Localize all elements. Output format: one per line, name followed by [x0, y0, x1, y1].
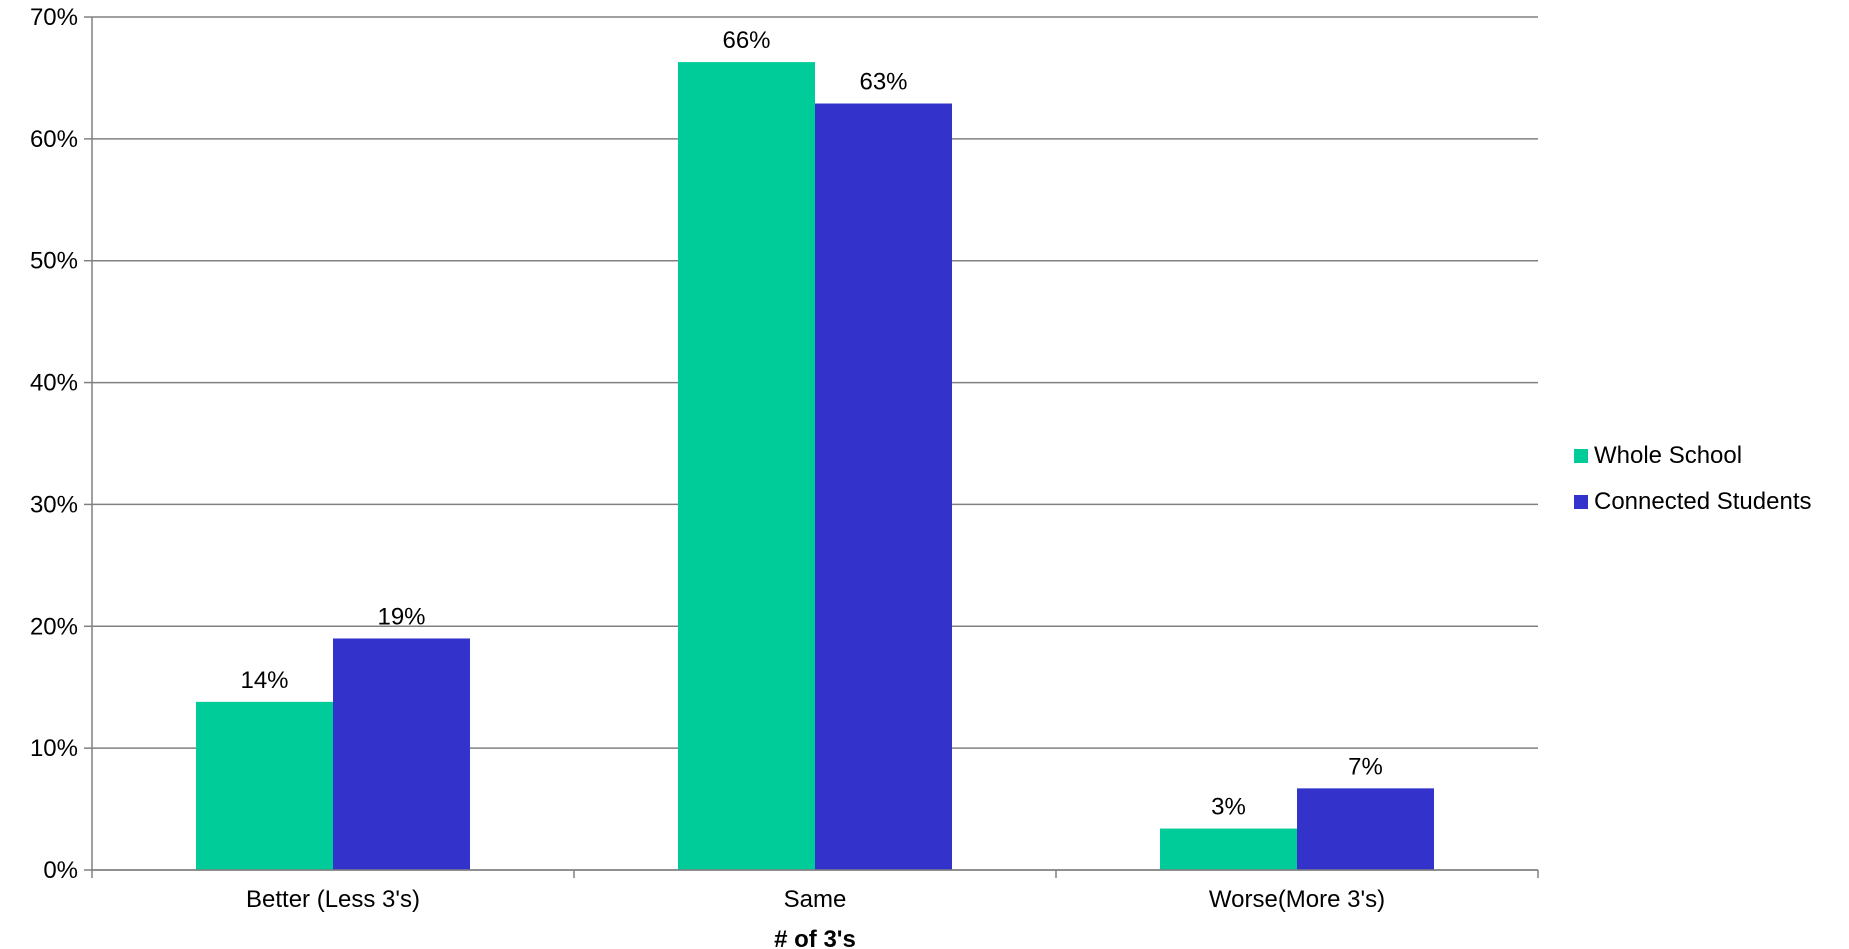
y-tick-label: 40%: [30, 370, 78, 397]
y-tick-label: 20%: [30, 613, 78, 640]
legend-swatch: [1574, 495, 1588, 509]
y-tick-label: 70%: [30, 4, 78, 31]
y-tick-label: 0%: [43, 857, 78, 884]
y-tick-label: 50%: [30, 248, 78, 275]
legend-label: Connected Students: [1594, 488, 1812, 515]
legend-label: Whole School: [1594, 442, 1742, 469]
legend: Whole School Connected Students: [1574, 442, 1812, 515]
y-tick-label: 10%: [30, 735, 78, 762]
axes: [84, 16, 1539, 878]
category-label: Worse(More 3's): [1209, 886, 1385, 913]
data-label: 66%: [722, 27, 770, 54]
bar-whole-school: [678, 62, 815, 870]
bar-connected-students: [1297, 788, 1434, 870]
x-axis-title: # of 3's: [774, 926, 856, 949]
bar-connected-students: [333, 638, 470, 870]
data-label: 7%: [1348, 753, 1383, 780]
bar-connected-students: [815, 103, 952, 871]
data-label: 63%: [859, 69, 907, 96]
y-tick-label: 30%: [30, 491, 78, 518]
data-label: 14%: [240, 667, 288, 694]
bars: [196, 62, 1434, 871]
legend-swatch: [1574, 449, 1588, 463]
data-label: 3%: [1211, 794, 1246, 821]
data-label: 19%: [377, 603, 425, 630]
y-tick-label: 60%: [30, 126, 78, 153]
bar-whole-school: [196, 701, 333, 870]
bar-whole-school: [1160, 828, 1297, 870]
category-label: Better (Less 3's): [246, 886, 420, 913]
labels: 0% 10% 20% 30% 40% 50% 60% 70% 14% 19% Better (Les…: [30, 4, 1385, 949]
category-label: Same: [784, 886, 847, 913]
